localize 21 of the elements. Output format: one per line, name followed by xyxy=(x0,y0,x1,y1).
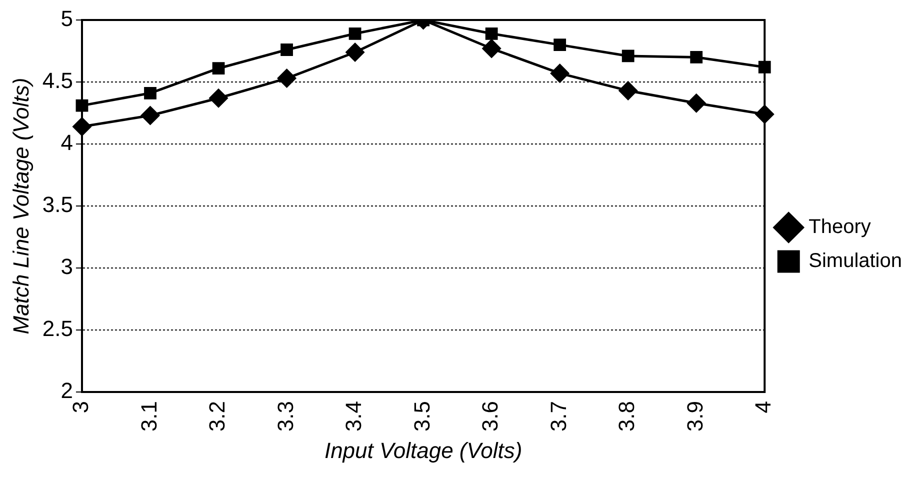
x-tick-label: 3.9 xyxy=(682,401,708,432)
y-tick-label: 3.5 xyxy=(42,192,73,218)
legend-label: Simulation xyxy=(808,250,902,272)
x-tick-label: 3.6 xyxy=(478,401,503,432)
x-tick-label: 3.1 xyxy=(136,401,162,432)
x-tick-label: 3.5 xyxy=(409,401,434,432)
legend-label: Theory xyxy=(808,216,871,238)
x-tick-label: 4 xyxy=(750,401,776,414)
x-tick-label: 3.3 xyxy=(272,401,298,432)
y-tick-label: 5 xyxy=(60,6,73,32)
y-tick-label: 2 xyxy=(60,378,73,404)
x-axis-title: Input Voltage (Volts) xyxy=(324,438,522,463)
y-tick-label: 3 xyxy=(60,254,73,280)
y-tick-label: 2.5 xyxy=(42,316,73,342)
x-tick-label: 3.7 xyxy=(546,401,571,432)
x-tick-label: 3.2 xyxy=(204,401,230,432)
y-tick-label: 4.5 xyxy=(42,68,73,94)
y-axis-title: Match Line Voltage (Volts) xyxy=(8,78,34,334)
y-tick-label: 4 xyxy=(60,130,73,156)
x-tick-label: 3.8 xyxy=(614,401,640,432)
x-tick-label: 3.4 xyxy=(341,401,366,432)
